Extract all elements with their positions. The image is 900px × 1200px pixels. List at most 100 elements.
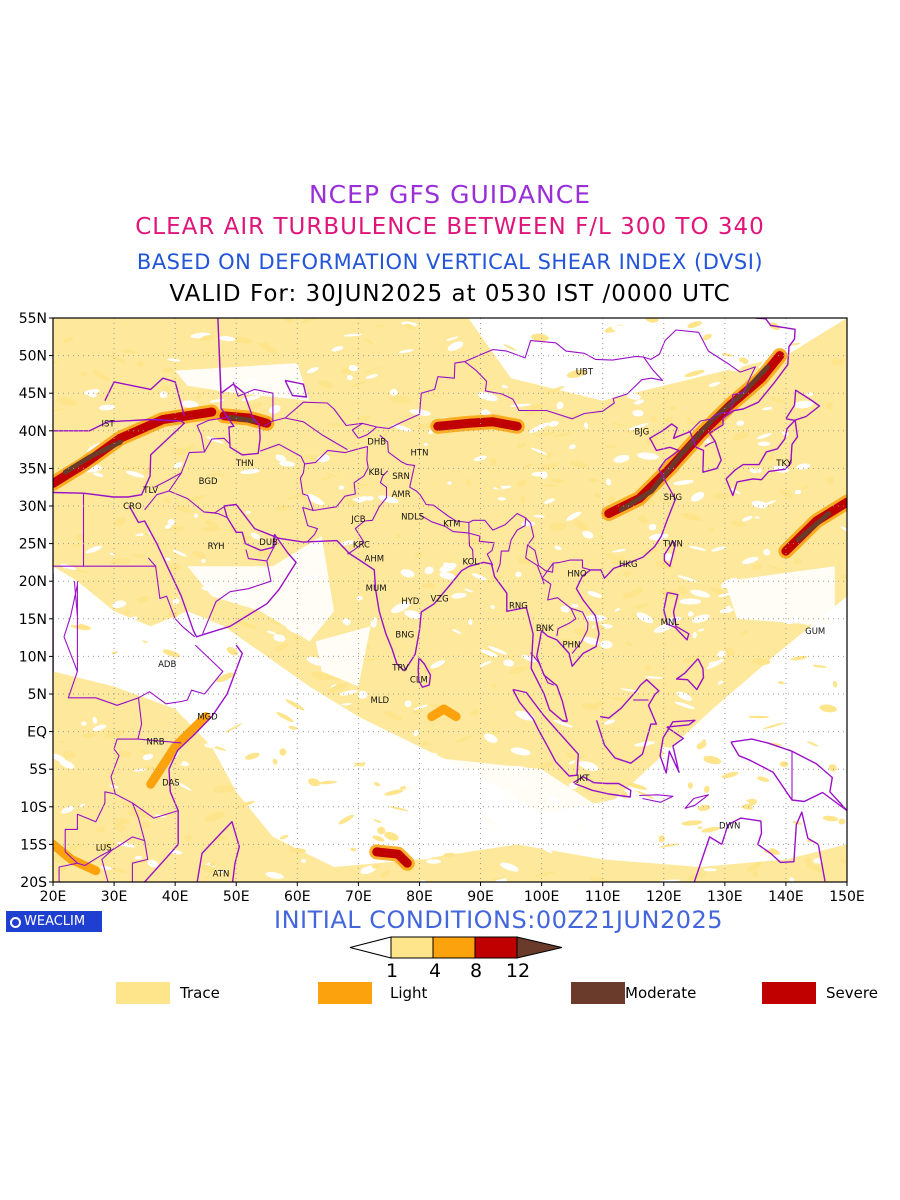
trace-speck (201, 864, 216, 873)
country-border (131, 840, 149, 882)
trace-speck (134, 855, 143, 860)
lat-label-25n: 25N (19, 537, 47, 553)
trace-speck (570, 412, 579, 418)
trace-speck (611, 325, 633, 333)
trace-speck (301, 859, 307, 863)
trace-speck (285, 699, 305, 711)
country-border (468, 533, 474, 560)
trace-speck (109, 354, 127, 364)
trace-speck (356, 596, 363, 601)
colorbar-segment-light (432, 936, 476, 959)
trace-speck (483, 733, 498, 743)
trace-speck (566, 369, 587, 378)
trace-speck (85, 545, 103, 554)
trace-speck (738, 725, 755, 733)
trace-speck (690, 491, 705, 502)
trace-speck (717, 792, 740, 800)
trace-speck (275, 454, 287, 463)
station-ktm: KTM (443, 519, 460, 529)
trace-speck (717, 592, 732, 598)
trace-speck (686, 416, 692, 422)
trace-speck (608, 496, 616, 504)
trace-speck (452, 629, 462, 634)
trace-speck (317, 380, 334, 389)
trace-speck (168, 525, 186, 532)
trace-speck (598, 834, 612, 841)
trace-speck (167, 358, 181, 362)
trace-speck (515, 710, 535, 721)
coastline (721, 811, 826, 882)
trace-speck (389, 806, 409, 812)
trace-speck (828, 764, 838, 772)
trace-speck (204, 811, 225, 822)
trace-speck (276, 712, 294, 723)
trace-speck (564, 638, 576, 646)
trace-speck (235, 620, 257, 629)
trace-speck (81, 371, 88, 377)
lat-label-eq: EQ (27, 725, 47, 741)
station-ist: IST (101, 419, 115, 429)
trace-speck (365, 496, 374, 501)
trace-speck (363, 366, 382, 373)
lon-label-70e: 70E (345, 889, 372, 905)
trace-speck (184, 636, 200, 645)
trace-speck (63, 750, 76, 759)
trace-speck (650, 415, 657, 422)
coastline (128, 318, 796, 722)
trace-speck (678, 725, 687, 732)
trace-speck (762, 406, 773, 411)
trace-speck (702, 333, 712, 341)
trace-speck (62, 336, 74, 344)
coastline (659, 719, 696, 774)
country-border (202, 549, 272, 635)
station-hkg: HKG (619, 560, 638, 570)
trace-speck (520, 495, 526, 504)
trace-speck (790, 655, 808, 661)
moderate-turbulence-band (227, 414, 258, 424)
trace-speck (200, 334, 215, 342)
station-kol: KOL (463, 558, 480, 568)
trace-speck (553, 719, 574, 728)
trace-speck (694, 340, 715, 343)
severe-turbulence-band (53, 407, 217, 488)
trace-speck (703, 785, 710, 793)
coastline (217, 318, 261, 456)
trace-speck (306, 366, 319, 374)
trace-speck (336, 814, 342, 818)
trace-speck (637, 515, 648, 524)
trace-speck (826, 476, 835, 485)
trace-speck (664, 416, 673, 423)
trace-speck (805, 856, 812, 864)
trace-speck (501, 384, 508, 389)
trace-speck (529, 403, 545, 411)
lat-label-15s: 15S (20, 837, 47, 853)
title-line-1: NCEP GFS GUIDANCE (308, 180, 591, 209)
initial-conditions: INITIAL CONDITIONS:00Z21JUN2025 (274, 906, 724, 934)
trace-speck (553, 336, 563, 342)
trace-speck (488, 646, 508, 655)
trace-speck (76, 644, 86, 649)
trace-speck (443, 852, 456, 858)
trace-speck (100, 866, 112, 870)
legend-light-label: Light (390, 984, 428, 1002)
country-border (530, 652, 554, 686)
station-krc: KRC (353, 540, 370, 550)
trace-speck (658, 835, 665, 843)
trace-speck (348, 364, 358, 372)
trace-speck (577, 381, 598, 390)
trace-area-1 (53, 671, 847, 882)
trace-speck (840, 858, 846, 863)
trace-speck (689, 774, 709, 785)
trace-speck (345, 499, 359, 507)
coastline (675, 658, 705, 691)
trace-speck (363, 338, 374, 345)
trace-speck (121, 466, 143, 470)
trace-speck (266, 630, 277, 635)
trace-speck (637, 452, 659, 460)
colorbar-label-12: 12 (505, 960, 531, 982)
trace-speck (500, 862, 519, 872)
trace-speck (232, 336, 253, 344)
trace-speck (365, 374, 378, 379)
country-border (639, 794, 674, 803)
trace-speck (640, 850, 646, 855)
